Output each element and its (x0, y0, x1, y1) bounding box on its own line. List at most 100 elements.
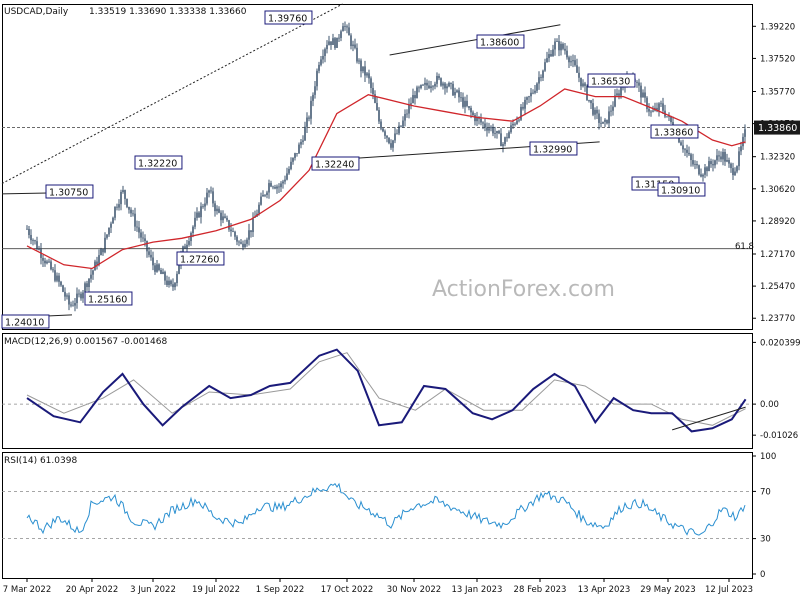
candle-body (342, 26, 344, 32)
level-label-text: 1.32990 (533, 145, 572, 156)
candle-body (106, 234, 108, 238)
candle-body (274, 187, 276, 189)
level-label: 1.25160 (84, 291, 133, 306)
level-label-text: 1.38600 (480, 38, 519, 49)
candle-body (702, 174, 704, 177)
candle-body (88, 278, 90, 288)
candle-body (346, 26, 348, 28)
x-tick-label: 1 Sep 2022 (256, 585, 304, 595)
candle-body (636, 81, 638, 83)
candle-body (648, 108, 650, 112)
candle-body (550, 54, 552, 57)
candle-body (448, 82, 450, 87)
candle-body (364, 66, 366, 76)
candle-body (132, 213, 134, 215)
candle-body (568, 57, 570, 63)
candle-body (330, 41, 332, 45)
level-label-text: 1.30750 (49, 188, 88, 199)
candle-body (108, 227, 110, 235)
candle-body (30, 235, 32, 241)
candle-body (456, 90, 458, 92)
candle-body (446, 86, 448, 89)
candle-body (312, 94, 314, 101)
level-label-box (657, 182, 706, 197)
candle-body (740, 146, 742, 152)
candle-body (196, 212, 198, 218)
candle-body (690, 154, 692, 161)
series (26, 88, 747, 536)
candle-body (156, 264, 158, 272)
candle-body (534, 90, 536, 93)
candle-body (294, 153, 296, 158)
candle-body (192, 226, 194, 234)
candle-body (394, 133, 396, 141)
price-y-tick-label: 1.27170 (760, 250, 795, 260)
level-label: 1.32240 (311, 156, 360, 171)
candle-body (92, 270, 94, 275)
candle-body (84, 283, 86, 293)
candle-body (134, 213, 136, 227)
candle-body (640, 85, 642, 98)
candle-body (38, 249, 40, 250)
candle-body (270, 183, 272, 187)
candle-body (396, 133, 398, 135)
level-label-box (176, 251, 225, 266)
level-label: 1.39760 (264, 10, 313, 25)
candle-body (544, 62, 546, 71)
candle-body (258, 204, 260, 214)
candle-body (372, 87, 374, 95)
candle-body (656, 107, 658, 111)
candle-body (402, 120, 404, 127)
x-tick-label: 30 Nov 2022 (387, 585, 441, 595)
candle-body (484, 123, 486, 128)
candle-body (514, 123, 516, 125)
candle-body (686, 149, 688, 153)
x-tick-label: 28 Feb 2023 (514, 585, 567, 595)
candle-body (620, 87, 622, 96)
candle-body (136, 226, 138, 228)
candle-body (508, 132, 510, 139)
macd-line (26, 348, 747, 433)
candle-body (280, 183, 282, 188)
candle-body (536, 83, 538, 91)
candle-body (488, 128, 490, 131)
candle-body (128, 206, 130, 210)
candle-body (130, 209, 132, 214)
candle-body (552, 49, 554, 57)
candle-body (684, 149, 686, 151)
candle-body (308, 117, 310, 119)
candle-body (736, 166, 738, 172)
candle-body (226, 217, 228, 221)
candle-body (140, 232, 142, 238)
candle-body (334, 38, 336, 48)
candle-body (28, 228, 30, 236)
candle-body (564, 48, 566, 51)
x-tick-label: 13 Apr 2023 (578, 585, 631, 595)
candle-body (230, 229, 232, 232)
price-header-symbol: USDCAD,Daily (4, 7, 69, 17)
candle-body (668, 116, 670, 117)
level-label-text: 1.30910 (661, 186, 700, 197)
candle-body (504, 137, 506, 145)
candle-body (518, 119, 520, 121)
candle-body (502, 144, 504, 147)
candle-body (426, 82, 428, 86)
candle-body (722, 151, 724, 160)
rsi-y-tick-label: 30 (760, 535, 771, 545)
candle-body (410, 103, 412, 105)
candle-body (358, 60, 360, 62)
candle-body (516, 120, 518, 124)
candle-body (398, 125, 400, 134)
level-label: 1.30910 (657, 182, 706, 197)
candle-body (144, 238, 146, 241)
candle-body (418, 87, 420, 89)
level-label-box (134, 155, 183, 170)
candle-body (578, 72, 580, 78)
macd-trend-line (672, 406, 746, 431)
candle-body (422, 84, 424, 86)
candle-body (734, 171, 736, 176)
candle-body (296, 153, 298, 154)
candle-body (666, 116, 668, 118)
candle-body (414, 95, 416, 99)
candle-body (222, 216, 224, 221)
